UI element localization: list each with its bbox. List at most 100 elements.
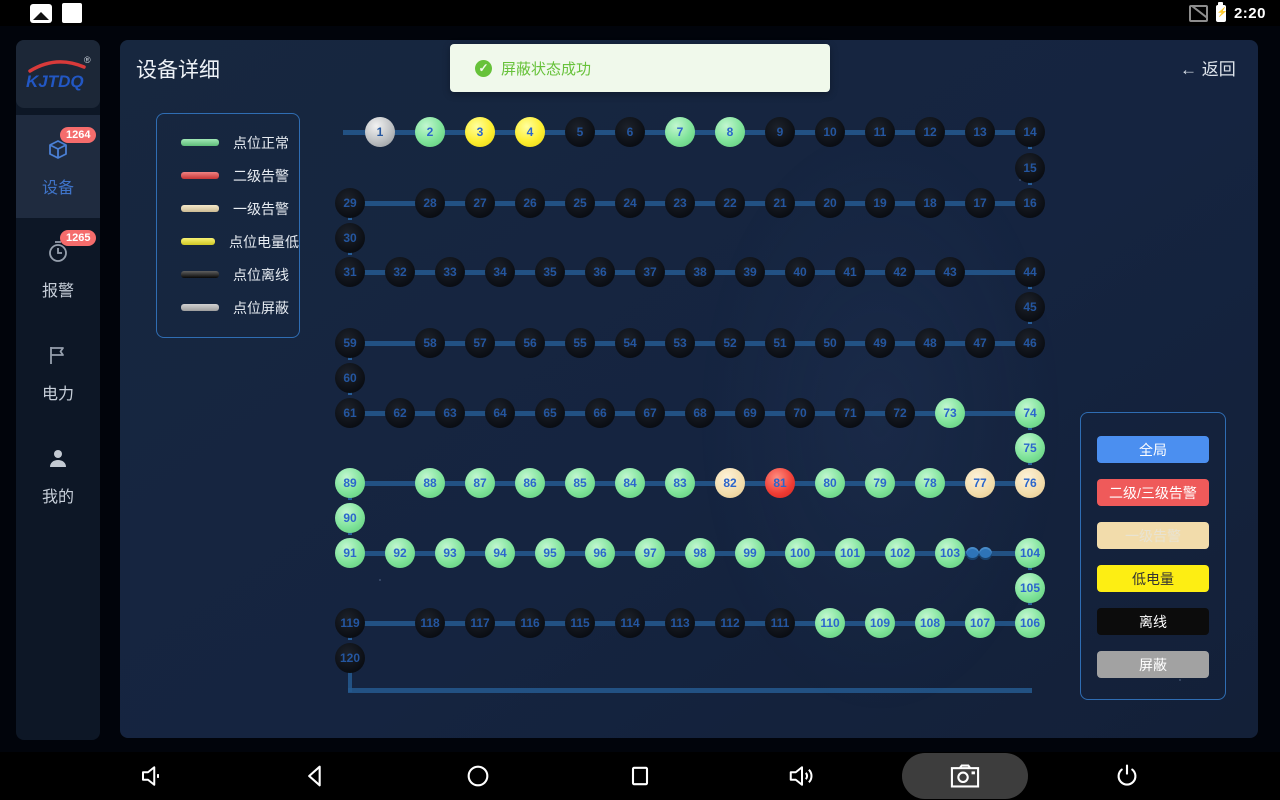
filter-button-shield[interactable]: 屏蔽 xyxy=(1097,651,1209,678)
device-node-107[interactable]: 107 xyxy=(965,608,995,638)
device-node-94[interactable]: 94 xyxy=(485,538,515,568)
device-node-88[interactable]: 88 xyxy=(415,468,445,498)
device-node-68[interactable]: 68 xyxy=(685,398,715,428)
screenshot-camera-button[interactable] xyxy=(883,752,1045,800)
device-node-96[interactable]: 96 xyxy=(585,538,615,568)
device-node-51[interactable]: 51 xyxy=(765,328,795,358)
device-node-91[interactable]: 91 xyxy=(335,538,365,568)
device-node-43[interactable]: 43 xyxy=(935,257,965,287)
device-node-100[interactable]: 100 xyxy=(785,538,815,568)
device-node-79[interactable]: 79 xyxy=(865,468,895,498)
device-node-63[interactable]: 63 xyxy=(435,398,465,428)
device-node-8[interactable]: 8 xyxy=(715,117,745,147)
device-node-60[interactable]: 60 xyxy=(335,363,365,393)
device-node-18[interactable]: 18 xyxy=(915,188,945,218)
device-node-86[interactable]: 86 xyxy=(515,468,545,498)
device-node-21[interactable]: 21 xyxy=(765,188,795,218)
device-node-108[interactable]: 108 xyxy=(915,608,945,638)
device-node-67[interactable]: 67 xyxy=(635,398,665,428)
device-node-35[interactable]: 35 xyxy=(535,257,565,287)
device-node-61[interactable]: 61 xyxy=(335,398,365,428)
device-node-83[interactable]: 83 xyxy=(665,468,695,498)
device-node-74[interactable]: 74 xyxy=(1015,398,1045,428)
device-node-7[interactable]: 7 xyxy=(665,117,695,147)
device-node-77[interactable]: 77 xyxy=(965,468,995,498)
device-node-66[interactable]: 66 xyxy=(585,398,615,428)
back-button[interactable] xyxy=(234,752,396,800)
device-node-49[interactable]: 49 xyxy=(865,328,895,358)
device-node-84[interactable]: 84 xyxy=(615,468,645,498)
sidebar-item-mine[interactable]: 我的 xyxy=(16,424,100,527)
device-node-6[interactable]: 6 xyxy=(615,117,645,147)
device-node-120[interactable]: 120 xyxy=(335,643,365,673)
filter-button-level1[interactable]: 一级告警 xyxy=(1097,522,1209,549)
device-node-34[interactable]: 34 xyxy=(485,257,515,287)
device-node-93[interactable]: 93 xyxy=(435,538,465,568)
device-node-26[interactable]: 26 xyxy=(515,188,545,218)
power-button[interactable] xyxy=(1046,752,1208,800)
device-node-113[interactable]: 113 xyxy=(665,608,695,638)
device-node-57[interactable]: 57 xyxy=(465,328,495,358)
device-node-12[interactable]: 12 xyxy=(915,117,945,147)
device-node-44[interactable]: 44 xyxy=(1015,257,1045,287)
device-node-46[interactable]: 46 xyxy=(1015,328,1045,358)
device-node-69[interactable]: 69 xyxy=(735,398,765,428)
device-node-55[interactable]: 55 xyxy=(565,328,595,358)
device-node-48[interactable]: 48 xyxy=(915,328,945,358)
device-node-78[interactable]: 78 xyxy=(915,468,945,498)
device-node-52[interactable]: 52 xyxy=(715,328,745,358)
device-node-102[interactable]: 102 xyxy=(885,538,915,568)
device-node-38[interactable]: 38 xyxy=(685,257,715,287)
device-node-9[interactable]: 9 xyxy=(765,117,795,147)
device-node-19[interactable]: 19 xyxy=(865,188,895,218)
device-node-72[interactable]: 72 xyxy=(885,398,915,428)
device-node-105[interactable]: 105 xyxy=(1015,573,1045,603)
device-node-45[interactable]: 45 xyxy=(1015,292,1045,322)
device-node-50[interactable]: 50 xyxy=(815,328,845,358)
device-node-65[interactable]: 65 xyxy=(535,398,565,428)
device-node-53[interactable]: 53 xyxy=(665,328,695,358)
device-node-75[interactable]: 75 xyxy=(1015,433,1045,463)
device-node-17[interactable]: 17 xyxy=(965,188,995,218)
device-node-1[interactable]: 1 xyxy=(365,117,395,147)
device-node-115[interactable]: 115 xyxy=(565,608,595,638)
volume-up-button[interactable] xyxy=(721,752,883,800)
device-node-32[interactable]: 32 xyxy=(385,257,415,287)
device-node-87[interactable]: 87 xyxy=(465,468,495,498)
device-node-22[interactable]: 22 xyxy=(715,188,745,218)
filter-button-offline[interactable]: 离线 xyxy=(1097,608,1209,635)
device-node-117[interactable]: 117 xyxy=(465,608,495,638)
device-node-40[interactable]: 40 xyxy=(785,257,815,287)
recents-button[interactable] xyxy=(559,752,721,800)
device-node-80[interactable]: 80 xyxy=(815,468,845,498)
device-node-110[interactable]: 110 xyxy=(815,608,845,638)
device-node-76[interactable]: 76 xyxy=(1015,468,1045,498)
device-node-41[interactable]: 41 xyxy=(835,257,865,287)
device-node-3[interactable]: 3 xyxy=(465,117,495,147)
device-node-5[interactable]: 5 xyxy=(565,117,595,147)
device-node-62[interactable]: 62 xyxy=(385,398,415,428)
sidebar-item-alarms[interactable]: 1265 报警 xyxy=(16,218,100,321)
device-node-30[interactable]: 30 xyxy=(335,223,365,253)
device-node-58[interactable]: 58 xyxy=(415,328,445,358)
device-node-33[interactable]: 33 xyxy=(435,257,465,287)
device-node-20[interactable]: 20 xyxy=(815,188,845,218)
device-node-23[interactable]: 23 xyxy=(665,188,695,218)
device-node-109[interactable]: 109 xyxy=(865,608,895,638)
device-node-36[interactable]: 36 xyxy=(585,257,615,287)
device-node-81[interactable]: 81 xyxy=(765,468,795,498)
back-button[interactable]: ← 返回 xyxy=(1180,55,1236,80)
volume-down-button[interactable] xyxy=(72,752,234,800)
device-node-56[interactable]: 56 xyxy=(515,328,545,358)
device-node-24[interactable]: 24 xyxy=(615,188,645,218)
sidebar-item-power[interactable]: 电力 xyxy=(16,321,100,424)
device-node-10[interactable]: 10 xyxy=(815,117,845,147)
device-node-97[interactable]: 97 xyxy=(635,538,665,568)
device-node-11[interactable]: 11 xyxy=(865,117,895,147)
device-node-118[interactable]: 118 xyxy=(415,608,445,638)
filter-button-low-battery[interactable]: 低电量 xyxy=(1097,565,1209,592)
device-node-112[interactable]: 112 xyxy=(715,608,745,638)
device-node-106[interactable]: 106 xyxy=(1015,608,1045,638)
device-node-27[interactable]: 27 xyxy=(465,188,495,218)
filter-button-global[interactable]: 全局 xyxy=(1097,436,1209,463)
